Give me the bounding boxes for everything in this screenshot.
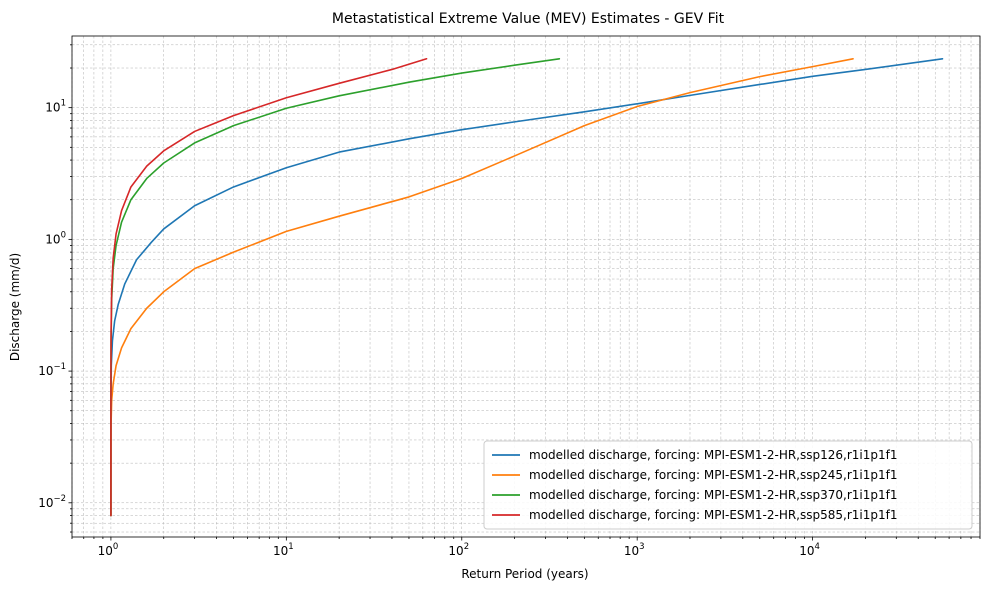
y-tick-exponent: −1 (53, 362, 66, 372)
x-tick-base: 10 (624, 544, 639, 558)
x-tick-base: 10 (448, 544, 463, 558)
y-tick-exponent: 0 (61, 230, 66, 240)
series-lines (110, 57, 944, 517)
series-line-2 (110, 57, 854, 517)
y-tick-label: 10−2 (38, 494, 66, 510)
x-tick-exponent: 3 (639, 542, 644, 552)
legend-entry: modelled discharge, forcing: MPI-ESM1-2-… (529, 488, 897, 502)
y-tick-exponent: 1 (61, 99, 66, 109)
x-tick-base: 10 (98, 544, 113, 558)
legend-box (483, 440, 973, 530)
x-tick-label: 104 (799, 542, 820, 558)
x-tick-exponent: 2 (464, 542, 469, 552)
x-tick-label: 103 (624, 542, 645, 558)
x-tick-base: 10 (799, 544, 814, 558)
y-tick-base: 10 (45, 101, 60, 115)
legend-entry: modelled discharge, forcing: MPI-ESM1-2-… (529, 448, 897, 462)
y-tick-base: 10 (38, 496, 53, 510)
legend: modelled discharge, forcing: MPI-ESM1-2-… (483, 440, 973, 530)
grid (71, 36, 981, 537)
y-axis-label: Discharge (mm/d) (8, 253, 22, 361)
legend-entry: modelled discharge, forcing: MPI-ESM1-2-… (529, 508, 897, 522)
y-tick-label: 100 (45, 230, 66, 246)
x-axis-label: Return Period (years) (461, 567, 588, 581)
y-tick-base: 10 (45, 232, 60, 246)
y-tick-exponent: −2 (53, 494, 66, 504)
chart-title: Metastatistical Extreme Value (MEV) Esti… (332, 11, 725, 27)
x-tick-exponent: 1 (288, 542, 293, 552)
y-tick-label: 10−1 (38, 362, 66, 378)
x-tick-label: 100 (98, 542, 119, 558)
x-tick-base: 10 (273, 544, 288, 558)
x-tick-exponent: 0 (113, 542, 118, 552)
x-axis: 100 101 102 103 104 (71, 537, 981, 558)
x-tick-label: 101 (273, 542, 294, 558)
series-line-1 (110, 57, 944, 517)
y-tick-base: 10 (38, 364, 53, 378)
series-line-4 (110, 57, 428, 517)
plot-frame (71, 35, 981, 538)
x-tick-label: 102 (448, 542, 469, 558)
legend-entry: modelled discharge, forcing: MPI-ESM1-2-… (529, 468, 897, 482)
y-tick-label: 101 (45, 99, 66, 115)
x-tick-exponent: 4 (815, 542, 820, 552)
